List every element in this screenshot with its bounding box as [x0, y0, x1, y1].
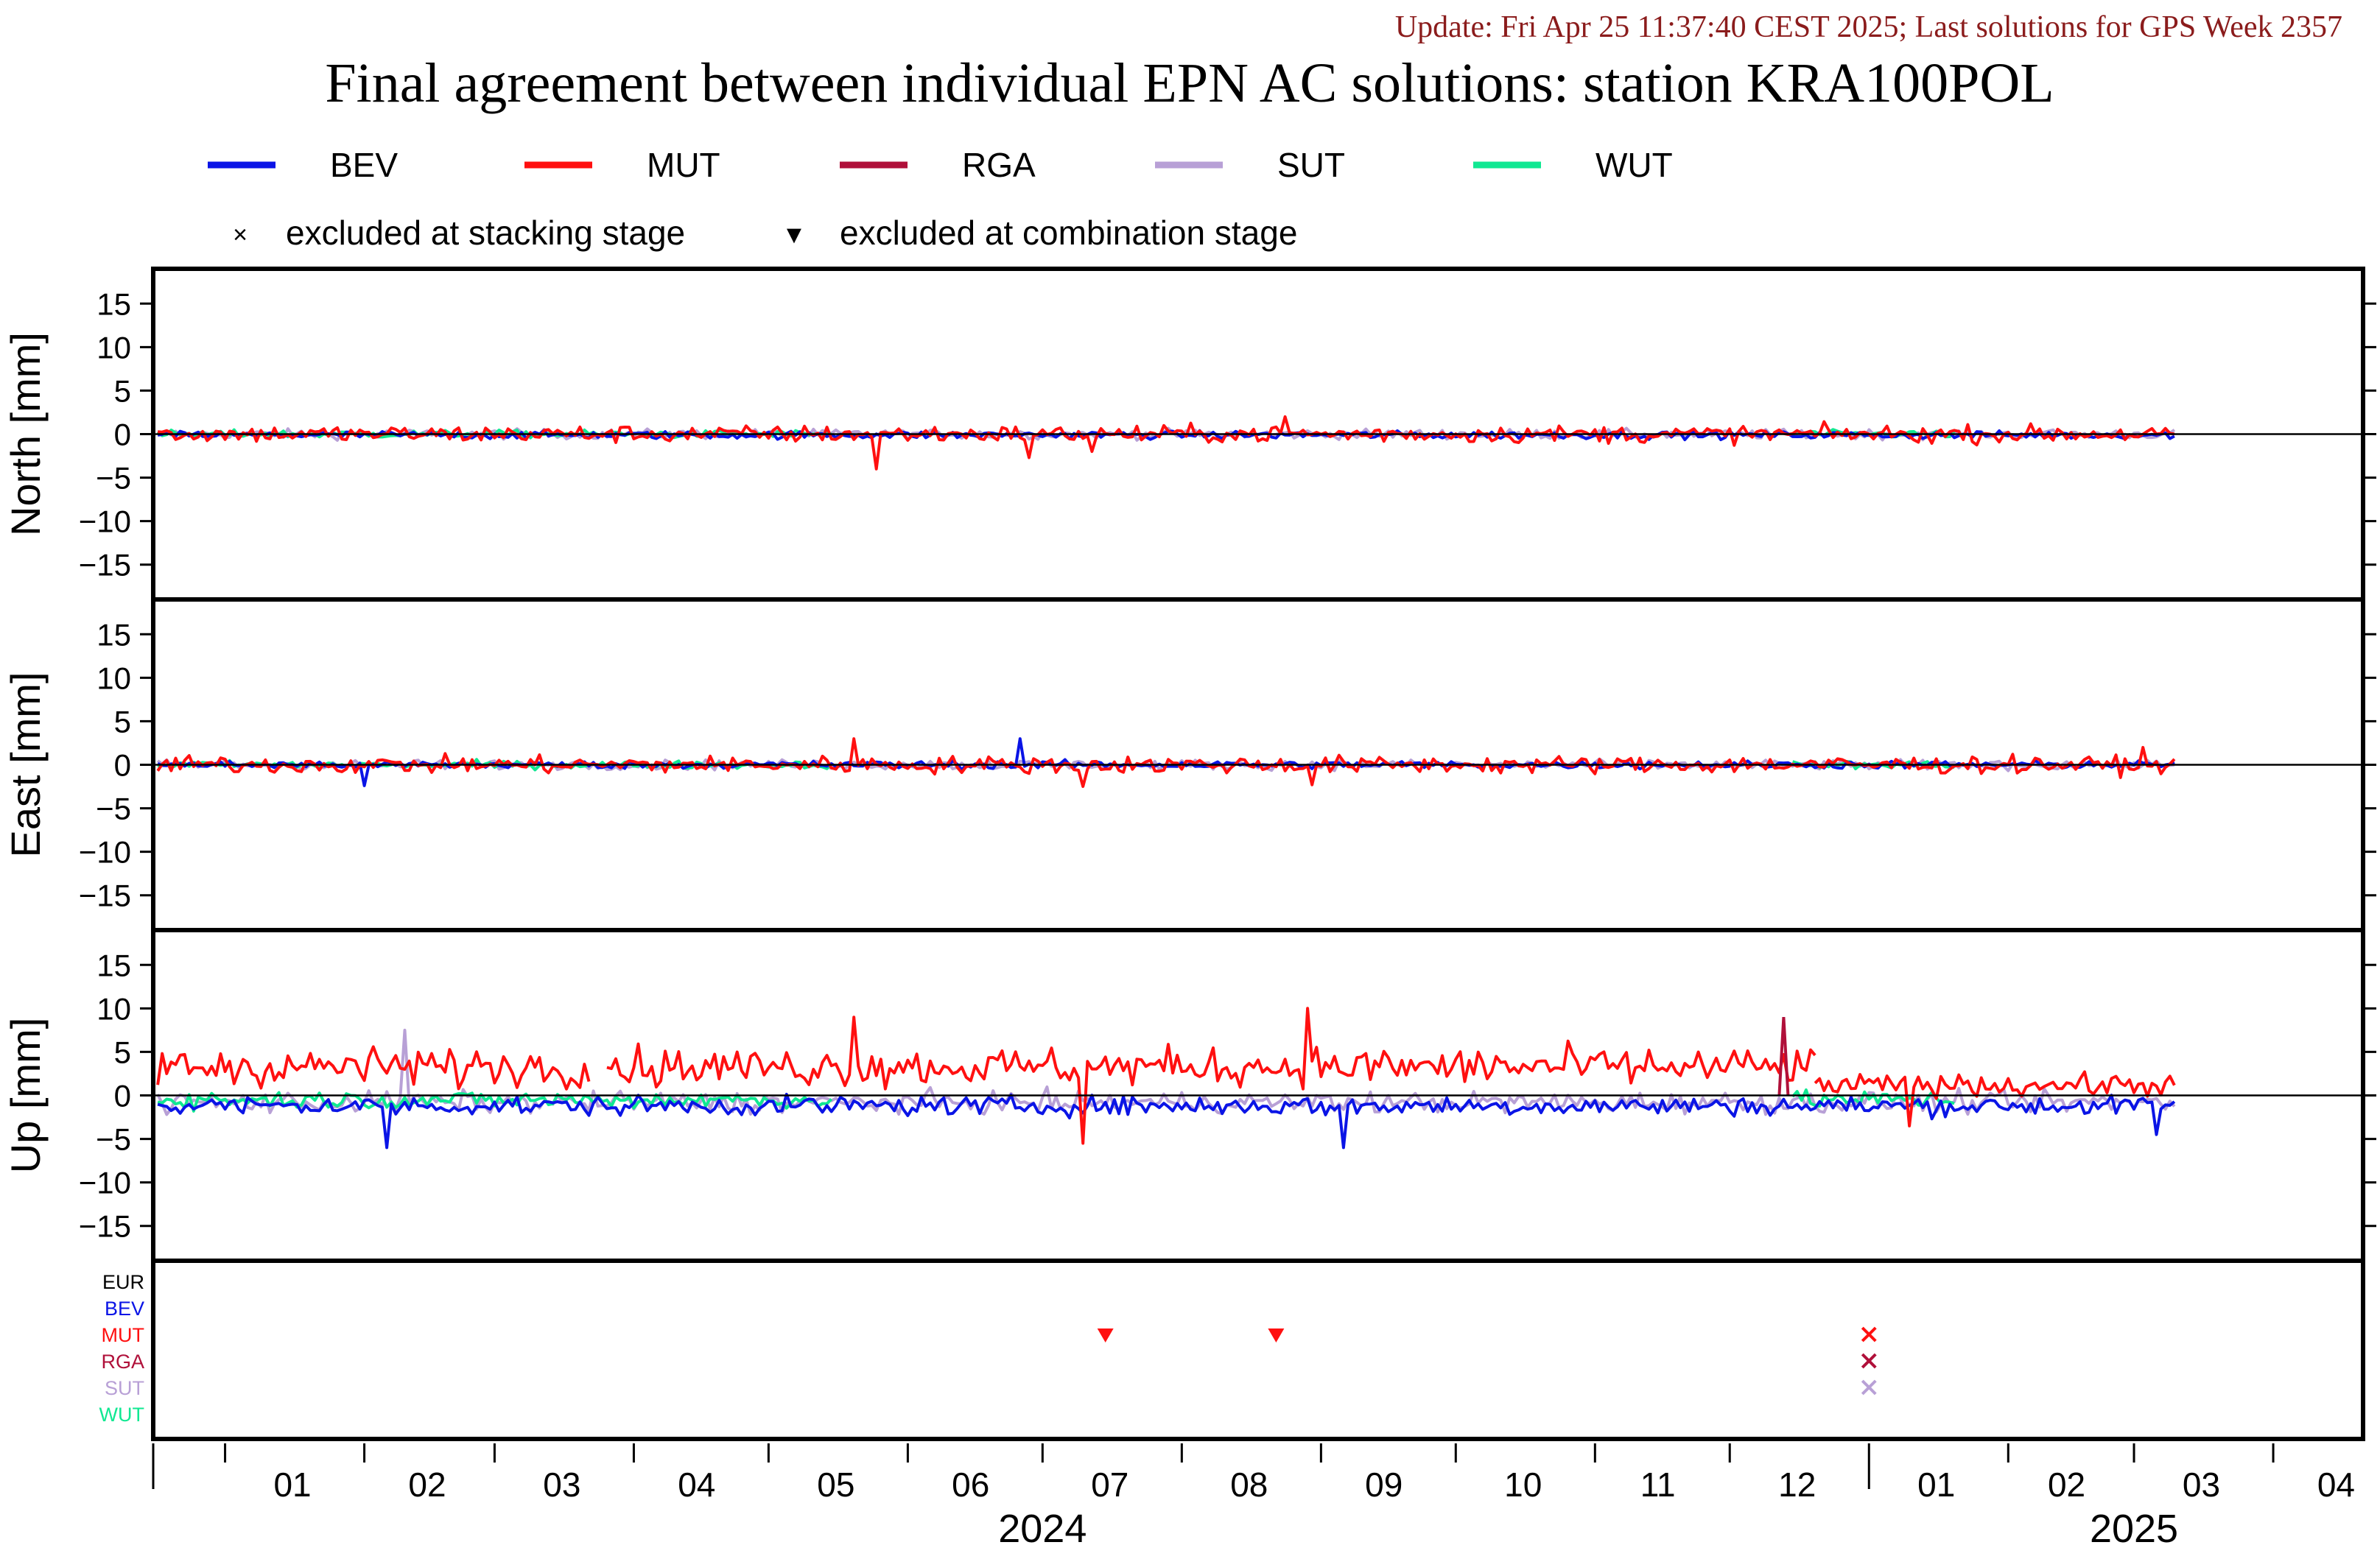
ytick-label: −10	[79, 504, 131, 539]
series-mut	[606, 1007, 1816, 1145]
legend-marker-symbol: ×	[233, 221, 248, 249]
legend-item-wut: WUT	[1473, 146, 1673, 184]
spike-rga	[1777, 1017, 1790, 1096]
month-label: 10	[1504, 1465, 1542, 1504]
ylabel: East [mm]	[2, 672, 49, 857]
ytick-label: −5	[96, 1122, 131, 1157]
exclusion-combination-marker	[1268, 1328, 1285, 1342]
legend-label: WUT	[1596, 146, 1673, 184]
ytick-label: 0	[114, 748, 131, 783]
series-mut	[1814, 1070, 2176, 1127]
ytick-label: 5	[114, 704, 131, 739]
cross-b	[1861, 1353, 1877, 1369]
exclusion-combination-marker	[1097, 1328, 1114, 1342]
month-label: 09	[1365, 1465, 1403, 1504]
legend-marker-label: excluded at stacking stage	[286, 214, 685, 252]
exclusion-row-label: BEV	[105, 1298, 144, 1320]
legend-marker-stacking: × excluded at stacking stage	[233, 214, 685, 252]
exclusion-stacking-marker	[1861, 1326, 1877, 1342]
ytick-label: 15	[96, 617, 131, 652]
month-label: 08	[1230, 1465, 1268, 1504]
update-text: Update: Fri Apr 25 11:37:40 CEST 2025; L…	[1395, 10, 2342, 44]
legend-marker-label: excluded at combination stage	[840, 214, 1297, 252]
ylabel: North [mm]	[2, 332, 49, 536]
series-mut	[157, 415, 2175, 471]
year-label: 2025	[2090, 1507, 2178, 1545]
ytick-label: −10	[79, 1166, 131, 1200]
exclusion-frame	[151, 1259, 2365, 1441]
cross-b	[1861, 1379, 1877, 1396]
chart-title: Final agreement between individual EPN A…	[325, 52, 2054, 114]
month-label: 03	[2183, 1465, 2220, 1504]
month-label: 01	[273, 1465, 311, 1504]
series-bev	[157, 1092, 2176, 1150]
ytick-label: 0	[114, 1079, 131, 1113]
series-mut	[156, 737, 2176, 788]
ytick-label: −15	[79, 879, 131, 913]
exclusion-row-label: EUR	[102, 1271, 144, 1293]
ytick-label: 5	[114, 1035, 131, 1069]
panel-east: 15 10 5 0 −5 −10 −15 East [mm]	[2, 597, 2376, 932]
ytick-label: 0	[114, 418, 131, 452]
ytick-label: 10	[96, 330, 131, 365]
ytick-label: 15	[96, 948, 131, 982]
legend: BEV MUT RGA SUT WUT × excluded at stacking sta…	[208, 146, 1673, 252]
legend-item-mut: MUT	[524, 146, 720, 184]
legend-marker-symbol: ▼	[782, 221, 807, 249]
panel-north: 15 10 5 0 −5 −10 −15 North [mm]	[2, 267, 2376, 602]
ylabel: Up [mm]	[2, 1018, 49, 1174]
legend-label: MUT	[647, 146, 720, 184]
legend-label: SUT	[1277, 146, 1345, 184]
ytick-label: 10	[96, 661, 131, 695]
month-label: 03	[543, 1465, 580, 1504]
ytick-label: 15	[96, 286, 131, 321]
legend-item-rga: RGA	[840, 146, 1036, 184]
legend-item-sut: SUT	[1155, 146, 1345, 184]
month-label: 02	[408, 1465, 446, 1504]
ytick-label: 10	[96, 991, 131, 1026]
exclusion-row-label: MUT	[102, 1324, 144, 1346]
panel-up: 15 10 5 0 −5 −10 −15 Up [mm]	[2, 928, 2376, 1263]
cross-b	[1861, 1326, 1877, 1342]
time-axis: 01 02 03 04 05 06 07 08 09 10 11 12 01 02 03 04 2024 2025	[152, 1443, 2355, 1545]
month-label: 04	[678, 1465, 715, 1504]
month-label: 11	[1640, 1465, 1676, 1504]
series-sut	[156, 1028, 2176, 1116]
legend-item-bev: BEV	[208, 146, 398, 184]
exclusion-row-label: SUT	[105, 1377, 144, 1399]
legend-label: BEV	[330, 146, 398, 184]
ytick-label: −15	[79, 548, 131, 583]
month-label: 04	[2317, 1465, 2355, 1504]
month-label: 05	[817, 1465, 854, 1504]
legend-marker-combination: ▼ excluded at combination stage	[782, 214, 1297, 252]
ytick-label: 5	[114, 373, 131, 408]
month-label: 07	[1091, 1465, 1128, 1504]
ytick-label: −15	[79, 1209, 131, 1244]
exclusion-stacking-marker	[1861, 1353, 1877, 1369]
ytick-label: −10	[79, 835, 131, 870]
month-label: 12	[1778, 1465, 1816, 1504]
legend-label: RGA	[962, 146, 1036, 184]
ytick-label: −5	[96, 461, 131, 496]
ytick-label: −5	[96, 792, 131, 826]
exclusion-row-label: WUT	[99, 1404, 144, 1426]
exclusion-panel: EUR BEV MUT RGA SUT WUT	[99, 1259, 2365, 1441]
month-label: 02	[2048, 1465, 2085, 1504]
month-label: 06	[952, 1465, 989, 1504]
series-mut	[156, 1045, 591, 1091]
exclusion-stacking-marker	[1861, 1379, 1877, 1396]
year-label: 2024	[998, 1507, 1087, 1545]
exclusion-row-label: RGA	[101, 1351, 144, 1373]
month-label: 01	[1917, 1465, 1955, 1504]
panels: 15 10 5 0 −5 −10 −15 North [mm] 15 10 5 0 −5 −10 −15 Ea…	[2, 267, 2376, 1263]
